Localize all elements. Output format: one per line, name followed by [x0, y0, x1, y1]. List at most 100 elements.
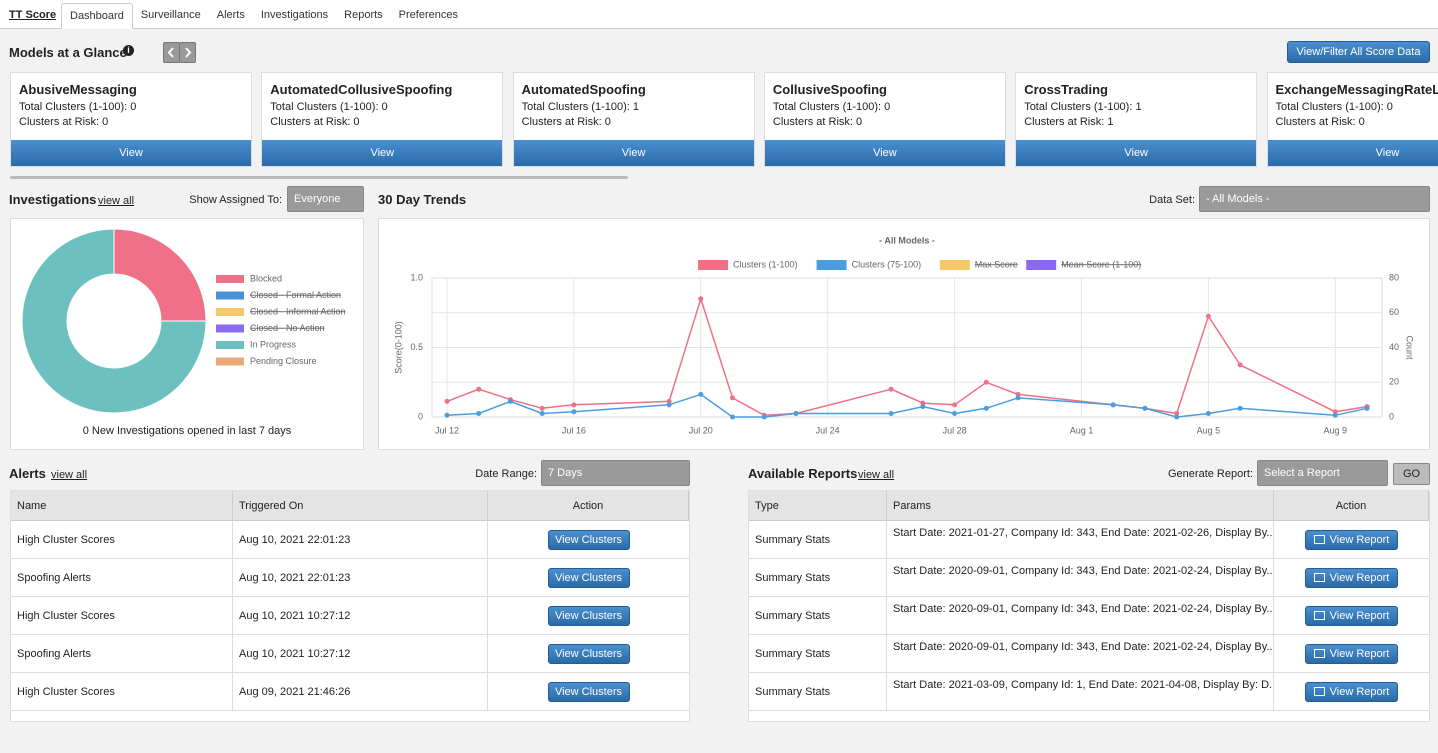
data-point	[666, 398, 672, 404]
alerts-view-all[interactable]: view all	[51, 469, 88, 481]
table-button[interactable]: View Report	[1305, 644, 1398, 664]
legend-label: In Progress	[250, 339, 297, 349]
model-card: AutomatedCollusiveSpoofing Total Clusters…	[261, 72, 504, 167]
range-label: Date Range:	[475, 468, 537, 480]
table-button[interactable]: View Clusters	[547, 568, 630, 588]
table-cell: Start Date: 2020-09-01, Company Id: 343,…	[887, 559, 1274, 597]
data-point	[1015, 395, 1021, 401]
report-icon	[1313, 687, 1325, 696]
card-button[interactable]: View	[11, 140, 251, 166]
card-button[interactable]: View	[764, 140, 1005, 166]
data-point	[539, 405, 545, 411]
model-card: ExchangeMessagingRateLi Total Clusters (1…	[1266, 72, 1438, 167]
table-row: Spoofing Alerts Aug 10, 2021 10:27:12 View…	[11, 635, 689, 673]
scrollbar[interactable]	[10, 176, 628, 179]
table-row: High Cluster Scores Aug 10, 2021 22:01:23…	[11, 521, 689, 559]
button-label: View Clusters	[554, 648, 623, 660]
table-button[interactable]: View Clusters	[547, 606, 630, 626]
card-total: Total Clusters (1-100): 0	[772, 101, 891, 113]
table-cell: Spoofing Alerts	[11, 635, 233, 673]
table-cell: Summary Stats	[749, 635, 887, 673]
table-cell: High Cluster Scores	[11, 521, 233, 559]
table-button[interactable]: View Clusters	[547, 682, 630, 702]
tab[interactable]: Surveillance	[140, 9, 201, 21]
reports-view-all[interactable]: view all	[858, 469, 895, 481]
investigations-view-all[interactable]: view all	[98, 195, 135, 207]
card-button[interactable]: View	[262, 140, 503, 166]
card-title: CollusiveSpoofing	[772, 82, 888, 97]
glance-title: Models at a Glance	[9, 45, 127, 60]
legend-swatch	[1026, 260, 1057, 270]
table-cell: Spoofing Alerts	[11, 559, 233, 597]
line-panel: - All Models - 0 20 40 60 80 0 0.5 1.0 Jul 12 Jul …	[378, 218, 1430, 450]
tabs: Dashboard Surveillance Alerts Investigation…	[61, 3, 466, 29]
table-button[interactable]: View Report	[1305, 682, 1398, 702]
y-tick-label: 0.5	[410, 342, 423, 352]
y-tick-label: 0	[418, 411, 423, 421]
y2-axis-label: Count	[1405, 335, 1415, 360]
data-point	[1237, 405, 1243, 411]
table-header: Name	[11, 491, 233, 521]
card-button[interactable]: View	[1016, 140, 1257, 166]
y2-tick-label: 0	[1389, 411, 1394, 421]
dataset-select[interactable]: - All Models -	[1199, 186, 1430, 212]
x-tick-label: Jul 28	[943, 425, 967, 435]
donut-slice	[21, 228, 207, 414]
tab[interactable]: Preferences	[398, 9, 458, 21]
button-label: View Clusters	[554, 686, 623, 698]
data-point	[952, 411, 958, 417]
reports-title: Available Reports	[748, 466, 858, 481]
card-button[interactable]: View	[1267, 140, 1438, 166]
investigations-title: Investigations	[9, 192, 97, 207]
tab[interactable]: Dashboard	[61, 3, 133, 29]
card-risk: Clusters at Risk: 0	[19, 116, 109, 128]
next-button[interactable]	[179, 42, 196, 63]
data-point	[666, 402, 672, 408]
table-button[interactable]: View Report	[1305, 606, 1398, 626]
table-cell: Start Date: 2020-09-01, Company Id: 343,…	[887, 635, 1274, 673]
report-select[interactable]: Select a Report	[1257, 460, 1388, 486]
x-tick-label: Aug 5	[1197, 425, 1221, 435]
go-button[interactable]: GO	[1393, 463, 1430, 485]
table-button[interactable]: View Report	[1305, 530, 1398, 550]
tab[interactable]: Reports	[344, 9, 383, 21]
filter-button[interactable]: View/Filter All Score Data	[1287, 41, 1430, 63]
alerts-table: Name Triggered On Action High Cluster Score…	[10, 490, 690, 722]
table-row: High Cluster Scores Aug 10, 2021 10:27:12…	[11, 597, 689, 635]
card-risk: Clusters at Risk: 1	[1024, 116, 1114, 128]
info-icon[interactable]: i	[123, 45, 134, 56]
legend-swatch	[216, 341, 244, 349]
tab[interactable]: Investigations	[260, 9, 329, 21]
brand[interactable]: TT Score	[9, 9, 57, 21]
assigned-value: Everyone	[294, 193, 341, 205]
prev-button[interactable]	[163, 42, 180, 63]
data-point	[1364, 405, 1370, 411]
table-cell: Summary Stats	[749, 559, 887, 597]
table-row: Summary Stats Start Date: 2020-09-01, Com…	[749, 597, 1429, 635]
table-row: Spoofing Alerts Aug 10, 2021 22:01:23 View…	[11, 559, 689, 597]
data-point	[1205, 411, 1211, 417]
legend-label: Clusters (75-100)	[852, 259, 922, 269]
model-card: CrossTrading Total Clusters (1-100): 1 Clu…	[1015, 72, 1258, 167]
donut-chart: Blocked Closed - Formal Action Closed - In…	[21, 228, 346, 414]
card-button[interactable]: View	[513, 140, 754, 166]
donut-slice	[113, 228, 207, 322]
legend-swatch	[216, 357, 244, 366]
button-label: View Clusters	[554, 572, 623, 584]
card-title: AbusiveMessaging	[19, 82, 137, 97]
assigned-select[interactable]: Everyone	[287, 186, 364, 212]
table-button[interactable]: View Clusters	[547, 644, 630, 664]
data-point	[1174, 411, 1180, 417]
trends-title: 30 Day Trends	[378, 192, 467, 207]
card-total: Total Clusters (1-100): 0	[19, 101, 137, 113]
tab[interactable]: Alerts	[216, 9, 245, 21]
range-select[interactable]: 7 Days	[541, 460, 690, 486]
y-tick-label: 1.0	[410, 272, 423, 282]
table-button[interactable]: View Report	[1305, 568, 1398, 588]
table-button[interactable]: View Clusters	[547, 530, 630, 550]
chart-title: - All Models -	[879, 235, 935, 245]
data-point	[571, 402, 577, 408]
card-title: AutomatedCollusiveSpoofing	[270, 82, 453, 97]
table-row: High Cluster Scores Aug 09, 2021 21:46:26…	[11, 673, 689, 711]
data-point	[476, 386, 482, 392]
